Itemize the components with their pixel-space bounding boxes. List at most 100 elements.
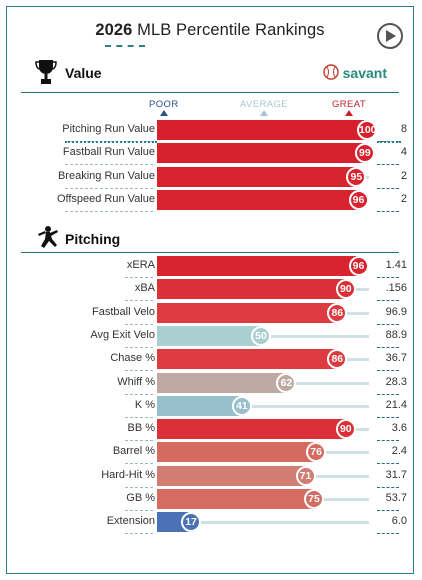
title-underline — [105, 45, 145, 47]
percentile-bubble: 96 — [348, 189, 369, 210]
percentile-bar — [157, 349, 340, 370]
percentile-row[interactable]: BB % 90 3.6 — [7, 418, 415, 442]
row-divider — [125, 277, 153, 278]
row-divider — [125, 346, 153, 348]
percentile-row[interactable]: Pitching Run Value 100 8 — [7, 119, 415, 143]
play-icon — [386, 30, 396, 42]
metric-value: 4 — [400, 146, 407, 159]
scale-great-label: GREAT — [332, 99, 366, 116]
metric-value: 96.9 — [385, 305, 407, 318]
metric-name: Offspeed Run Value — [56, 192, 155, 205]
pitching-section-label: Pitching — [65, 231, 121, 247]
percentile-bar — [157, 256, 361, 276]
value-section-header: Value savant — [21, 59, 399, 87]
percentile-bubble: 95 — [346, 166, 367, 187]
metric-value: 88.9 — [385, 328, 407, 341]
percentile-row[interactable]: xBA 90 .156 — [7, 278, 415, 302]
metric-name: K % — [134, 398, 155, 411]
percentile-bar — [157, 489, 316, 509]
row-divider — [125, 463, 153, 465]
row-divider — [125, 510, 153, 511]
scale-average-label: AVERAGE — [240, 99, 288, 116]
metric-value: 2.4 — [391, 445, 407, 458]
percentile-bar — [157, 325, 263, 346]
row-divider — [125, 533, 153, 535]
percentile-bubble: 100 — [357, 120, 377, 140]
metric-value: 8 — [400, 123, 407, 135]
percentile-bar — [157, 465, 308, 486]
percentile-bubble: 86 — [327, 349, 348, 370]
percentile-row[interactable]: Whiff % 62 28.3 — [7, 372, 415, 395]
value-divider — [377, 370, 399, 372]
metric-value: 31.7 — [385, 468, 407, 481]
row-divider — [125, 393, 153, 395]
metric-value: 6.0 — [391, 515, 407, 528]
metric-value: 1.41 — [385, 259, 407, 271]
pitcher-icon — [35, 225, 61, 256]
percentile-bar — [157, 120, 369, 140]
percentile-row[interactable]: Chase % 86 36.7 — [7, 348, 415, 372]
percentile-bar — [157, 442, 319, 463]
value-divider — [377, 323, 399, 325]
percentile-row[interactable]: Fastball Velo 86 96.9 — [7, 302, 415, 325]
percentile-row[interactable]: GB % 75 53.7 — [7, 488, 415, 511]
value-divider — [377, 187, 399, 189]
metric-value: 2 — [400, 192, 407, 205]
title-year: 2026 — [95, 21, 133, 39]
percentile-bar — [157, 143, 367, 164]
metric-name: Chase % — [110, 352, 155, 365]
metric-name: Extension — [106, 515, 155, 528]
metric-name: Breaking Run Value — [57, 169, 155, 182]
scale-poor-label: POOR — [149, 99, 179, 116]
metric-name: xBA — [134, 282, 155, 295]
row-divider — [65, 164, 153, 166]
percentile-row[interactable]: xERA 96 1.41 — [7, 255, 415, 278]
play-button[interactable] — [377, 23, 403, 49]
value-divider — [377, 164, 399, 166]
percentile-row[interactable]: Hard-Hit % 71 31.7 — [7, 465, 415, 488]
value-divider — [377, 300, 399, 302]
percentile-row[interactable]: K % 41 21.4 — [7, 395, 415, 418]
value-section-label: Value — [65, 65, 102, 81]
pitching-section-header: Pitching — [21, 225, 399, 253]
savant-logo-text: savant — [342, 65, 387, 81]
percentile-row[interactable]: Fastball Run Value 99 4 — [7, 142, 415, 166]
metric-value: .156 — [385, 282, 407, 295]
row-divider — [125, 416, 153, 418]
value-divider — [377, 463, 399, 465]
metric-name: Fastball Run Value — [62, 146, 155, 159]
percentile-row[interactable]: Breaking Run Value 95 2 — [7, 166, 415, 189]
metric-name: xERA — [126, 259, 155, 271]
metric-name: Barrel % — [112, 445, 155, 458]
highlight-underline-right — [377, 141, 401, 143]
percentile-bubble: 71 — [295, 465, 316, 486]
pitching-section-divider — [21, 252, 399, 253]
metric-name: Whiff % — [117, 375, 155, 388]
metric-name: Fastball Velo — [92, 305, 155, 318]
value-divider — [377, 533, 399, 535]
highlight-underline — [65, 141, 157, 143]
percentile-bar — [157, 189, 361, 210]
percentile-row[interactable]: Offspeed Run Value 96 2 — [7, 189, 415, 212]
metric-value: 28.3 — [385, 375, 407, 388]
percentile-bar — [157, 302, 340, 323]
row-divider — [65, 210, 153, 212]
percentile-bubble: 86 — [327, 302, 348, 323]
percentile-row[interactable]: Barrel % 76 2.4 — [7, 441, 415, 465]
percentile-bar — [157, 372, 289, 393]
card-title: 2026 MLB Percentile Rankings — [7, 21, 413, 40]
value-section-divider — [21, 92, 399, 93]
savant-logo[interactable]: savant — [322, 64, 387, 81]
row-divider — [125, 486, 153, 488]
row-divider — [65, 187, 153, 189]
percentile-bubble: 96 — [348, 256, 369, 276]
percentile-row[interactable]: Avg Exit Velo 50 88.9 — [7, 325, 415, 348]
value-divider — [377, 277, 399, 278]
percentile-row[interactable]: Extension 17 6.0 — [7, 511, 415, 535]
percentile-track — [157, 404, 369, 408]
trophy-icon — [35, 59, 57, 90]
percentile-bubble: 41 — [231, 395, 252, 416]
metric-value: 53.7 — [385, 492, 407, 504]
metric-name: Pitching Run Value — [62, 123, 155, 135]
value-divider — [377, 486, 399, 488]
